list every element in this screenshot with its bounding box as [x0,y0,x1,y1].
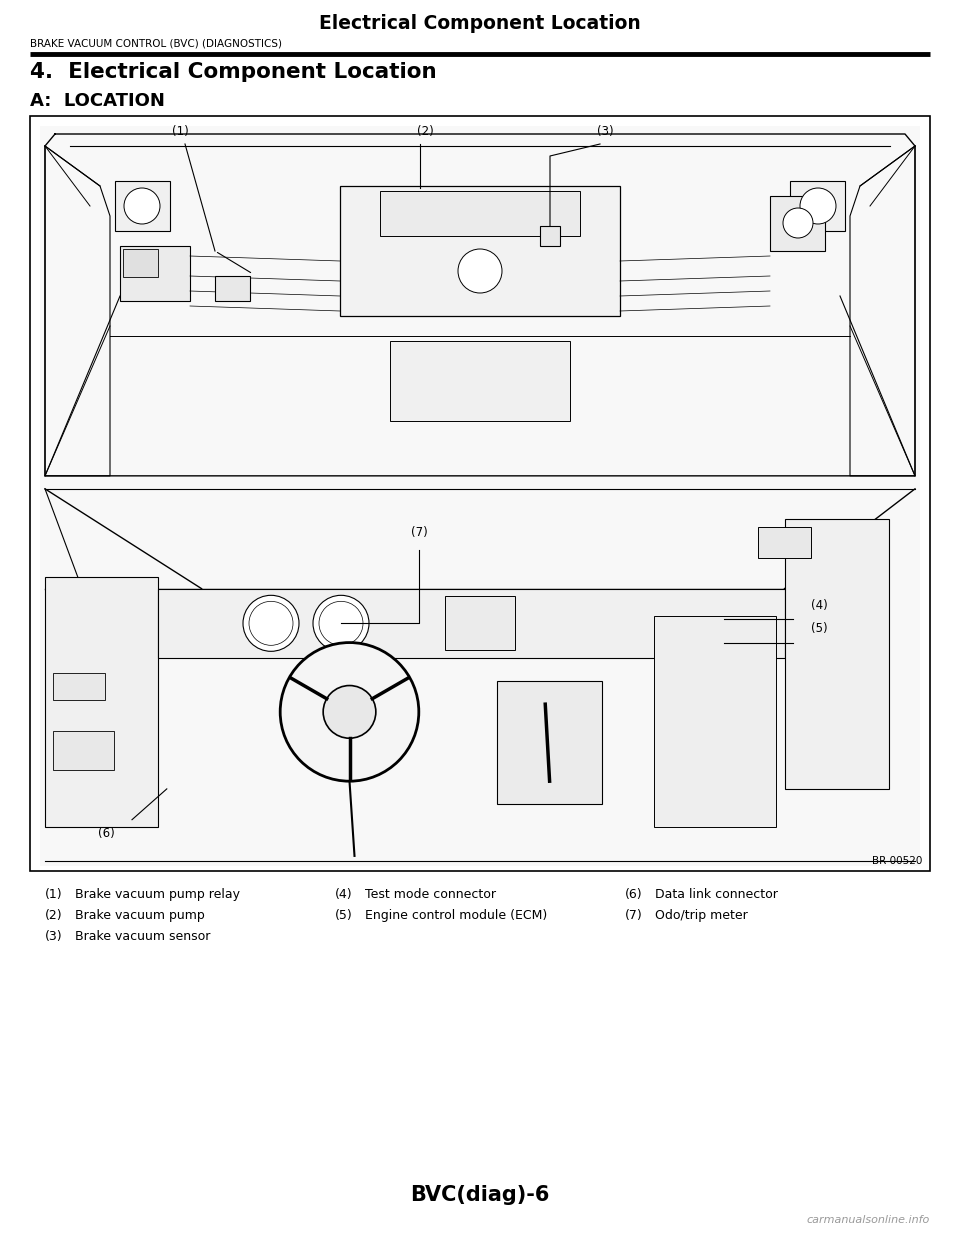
Text: (7): (7) [411,525,427,539]
Bar [45,578,158,827]
Bar [53,732,114,770]
Text: A:  LOCATION: A: LOCATION [30,92,165,111]
Bar [340,186,620,315]
Bar [40,481,920,866]
Bar [445,596,515,651]
Circle shape [124,188,160,224]
Bar [53,673,106,700]
Text: (3): (3) [45,930,62,943]
Circle shape [243,595,299,651]
Bar [158,589,784,658]
Bar [30,116,930,871]
Bar [115,181,170,231]
Bar [123,248,158,277]
Text: (5): (5) [335,909,352,922]
Text: Engine control module (ECM): Engine control module (ECM) [365,909,547,922]
Text: (6): (6) [98,827,114,841]
Text: (4): (4) [811,599,828,612]
Circle shape [319,601,363,646]
Text: 4.  Electrical Component Location: 4. Electrical Component Location [30,62,437,82]
Text: (1): (1) [172,125,188,138]
Text: (3): (3) [597,125,613,138]
Text: Electrical Component Location: Electrical Component Location [319,14,641,34]
Bar [790,181,845,231]
Text: (2): (2) [45,909,62,922]
Bar [497,681,602,805]
Text: BVC(diag)-6: BVC(diag)-6 [410,1185,550,1205]
Circle shape [800,188,836,224]
Text: (7): (7) [625,909,643,922]
Bar [380,191,580,236]
Bar [120,246,190,301]
Circle shape [783,207,813,238]
Text: Odo/trip meter: Odo/trip meter [655,909,748,922]
Bar [654,616,776,827]
Bar [215,276,250,301]
Circle shape [458,248,502,293]
Bar [770,196,825,251]
Bar [540,226,560,246]
Circle shape [280,642,419,781]
Circle shape [249,601,293,646]
Text: (5): (5) [811,622,828,635]
Text: Brake vacuum pump: Brake vacuum pump [75,909,204,922]
Bar [40,125,920,481]
Text: carmanualsonline.info: carmanualsonline.info [806,1215,930,1225]
Text: Brake vacuum sensor: Brake vacuum sensor [75,930,210,943]
Text: (6): (6) [625,888,642,900]
Text: (4): (4) [335,888,352,900]
Text: Brake vacuum pump relay: Brake vacuum pump relay [75,888,240,900]
Circle shape [313,595,369,651]
Text: BR-00520: BR-00520 [872,856,922,866]
Bar [758,527,810,558]
Text: Data link connector: Data link connector [655,888,778,900]
Bar [784,519,889,789]
Bar [390,342,570,421]
Circle shape [324,686,375,738]
Text: Test mode connector: Test mode connector [365,888,496,900]
Text: BRAKE VACUUM CONTROL (BVC) (DIAGNOSTICS): BRAKE VACUUM CONTROL (BVC) (DIAGNOSTICS) [30,39,282,48]
Text: (1): (1) [45,888,62,900]
Text: (2): (2) [417,125,433,138]
